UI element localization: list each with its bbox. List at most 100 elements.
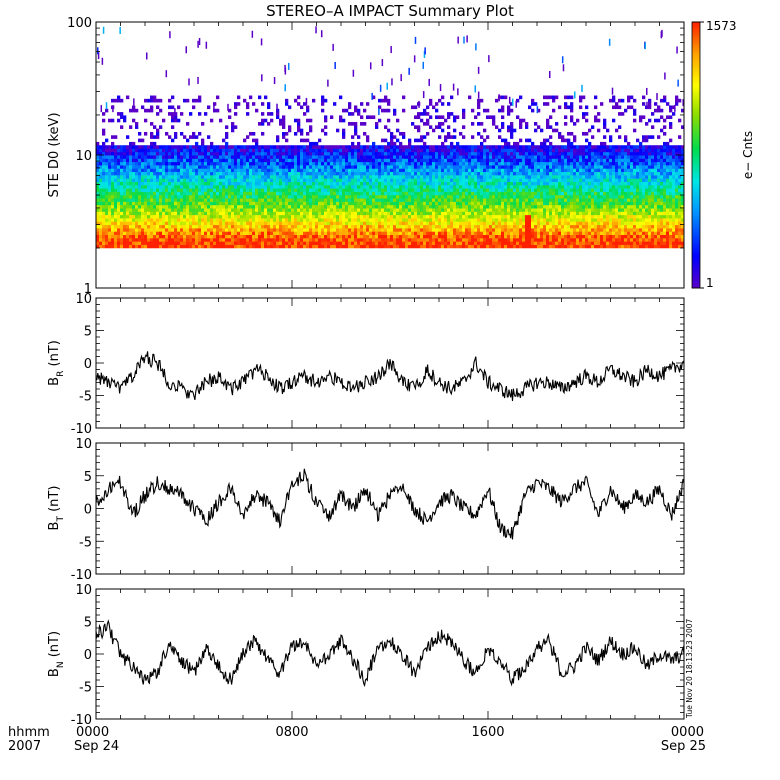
spectrogram-cell bbox=[330, 198, 334, 202]
spectrogram-cell bbox=[396, 228, 400, 232]
spectrogram-cell bbox=[300, 178, 304, 182]
spectrogram-cell bbox=[324, 165, 328, 169]
spectrogram-cell bbox=[201, 224, 205, 229]
spectrogram-cell bbox=[513, 151, 517, 156]
spectrogram-cell bbox=[201, 201, 205, 206]
spectrogram-cell bbox=[402, 135, 406, 139]
spectrogram-cell bbox=[249, 244, 253, 249]
spectrogram-cell bbox=[171, 168, 175, 173]
spectrogram-cell bbox=[129, 198, 133, 202]
spectrogram-cell bbox=[354, 128, 358, 133]
spectrogram-cell bbox=[372, 194, 376, 199]
spectrogram-cell bbox=[105, 234, 109, 239]
spectrogram-cell bbox=[510, 211, 514, 216]
spectrogram-cell bbox=[384, 204, 388, 209]
spectrogram-cell bbox=[375, 194, 379, 199]
spectrogram-cell bbox=[471, 145, 475, 149]
spectrogram-cell bbox=[294, 238, 298, 242]
spectrogram-cell bbox=[102, 201, 106, 206]
spectrogram-cell bbox=[513, 178, 517, 182]
spectrogram-cell bbox=[345, 151, 349, 156]
spectrogram-cell bbox=[258, 221, 262, 226]
spectrogram-cell bbox=[114, 155, 118, 159]
spectrogram-cell bbox=[321, 171, 325, 176]
spectrogram-cell bbox=[249, 214, 253, 219]
spectrogram-cell bbox=[507, 168, 511, 173]
spectrogram-cell bbox=[264, 148, 268, 153]
spectrogram-cell bbox=[432, 185, 436, 189]
spectrogram-cell bbox=[312, 151, 316, 156]
spectrogram-cell bbox=[201, 244, 205, 249]
spectrogram-cell bbox=[249, 221, 253, 226]
spectrogram-cell bbox=[450, 214, 454, 219]
spectrogram-cell bbox=[384, 178, 388, 182]
spectrogram-cell bbox=[216, 234, 220, 239]
spectrogram-cell bbox=[432, 155, 436, 159]
spectrogram-cell bbox=[129, 211, 133, 216]
spectrogram-cell bbox=[462, 221, 466, 226]
spectrogram-cell bbox=[495, 201, 499, 206]
spectrogram-cell bbox=[153, 125, 157, 129]
spectrogram-cell bbox=[285, 204, 289, 209]
spectrogram-cell bbox=[246, 204, 250, 209]
spectrogram-cell bbox=[234, 238, 238, 242]
spectrogram-cell bbox=[264, 171, 268, 176]
spectrogram-cell bbox=[531, 145, 535, 149]
spectrogram-cell bbox=[303, 218, 307, 222]
spectrogram-cell bbox=[447, 241, 451, 245]
spectrogram-cell bbox=[141, 208, 145, 212]
spectrogram-cell bbox=[177, 211, 181, 216]
spectrogram-cell bbox=[255, 231, 259, 235]
spectrogram-cell bbox=[417, 218, 421, 222]
spectrogram-cell bbox=[489, 145, 493, 149]
spectrogram-cell bbox=[348, 102, 352, 106]
spectrogram-cell bbox=[102, 185, 106, 189]
spectrogram-cell bbox=[114, 214, 118, 219]
spectrogram-cell bbox=[150, 141, 154, 146]
spectrogram-cell bbox=[234, 218, 238, 222]
spectrogram-cell bbox=[108, 161, 112, 166]
spectrogram-cell bbox=[237, 171, 241, 176]
spectrogram-cell bbox=[183, 185, 187, 189]
spectrogram-cell bbox=[408, 175, 412, 179]
spectrogram-cell bbox=[528, 244, 532, 249]
spectrogram-cell bbox=[282, 148, 286, 153]
spectrogram-cell bbox=[375, 145, 379, 149]
spectrogram-cell bbox=[351, 204, 355, 209]
spectrogram-cell bbox=[276, 228, 280, 232]
spectrogram-cell bbox=[438, 208, 442, 212]
spectrogram-cell bbox=[372, 155, 376, 159]
spectrogram-cell bbox=[249, 238, 253, 242]
spectrogram-cell bbox=[306, 181, 310, 186]
spectrogram-cell bbox=[354, 241, 358, 245]
spectrogram-cell bbox=[282, 218, 286, 222]
spectrogram-cell bbox=[135, 151, 139, 156]
spectrogram-cell bbox=[501, 234, 505, 239]
spectrogram-cell bbox=[246, 218, 250, 222]
spectrogram-cell bbox=[534, 211, 538, 216]
spectrogram-cell bbox=[402, 175, 406, 179]
spectrogram-cell bbox=[234, 168, 238, 173]
spectrogram-cell bbox=[339, 171, 343, 176]
spectrogram-cell bbox=[255, 214, 259, 219]
spectrogram-cell bbox=[474, 241, 478, 245]
spectrogram-cell bbox=[504, 208, 508, 212]
spectrogram-cell bbox=[282, 118, 286, 123]
spectrogram-cell bbox=[336, 198, 340, 202]
spectrogram-cell bbox=[144, 218, 148, 222]
spectrogram-cell bbox=[516, 241, 520, 245]
spectrogram-cell bbox=[342, 181, 346, 186]
spectrogram-cell bbox=[312, 211, 316, 216]
spectrogram-cell bbox=[189, 175, 193, 179]
spectrogram-cell bbox=[291, 218, 295, 222]
spectrogram-cell bbox=[429, 175, 433, 179]
spectrogram-cell bbox=[531, 108, 535, 113]
spectrogram-cell bbox=[459, 218, 463, 222]
spectrogram-cell bbox=[462, 191, 466, 196]
spectrogram-cell bbox=[96, 141, 100, 146]
spectrogram-cell bbox=[114, 191, 118, 196]
spectrogram-cell bbox=[231, 208, 235, 212]
spectrogram-cell bbox=[204, 221, 208, 226]
spectrogram-cell bbox=[402, 178, 406, 182]
spectrogram-cell bbox=[171, 208, 175, 212]
